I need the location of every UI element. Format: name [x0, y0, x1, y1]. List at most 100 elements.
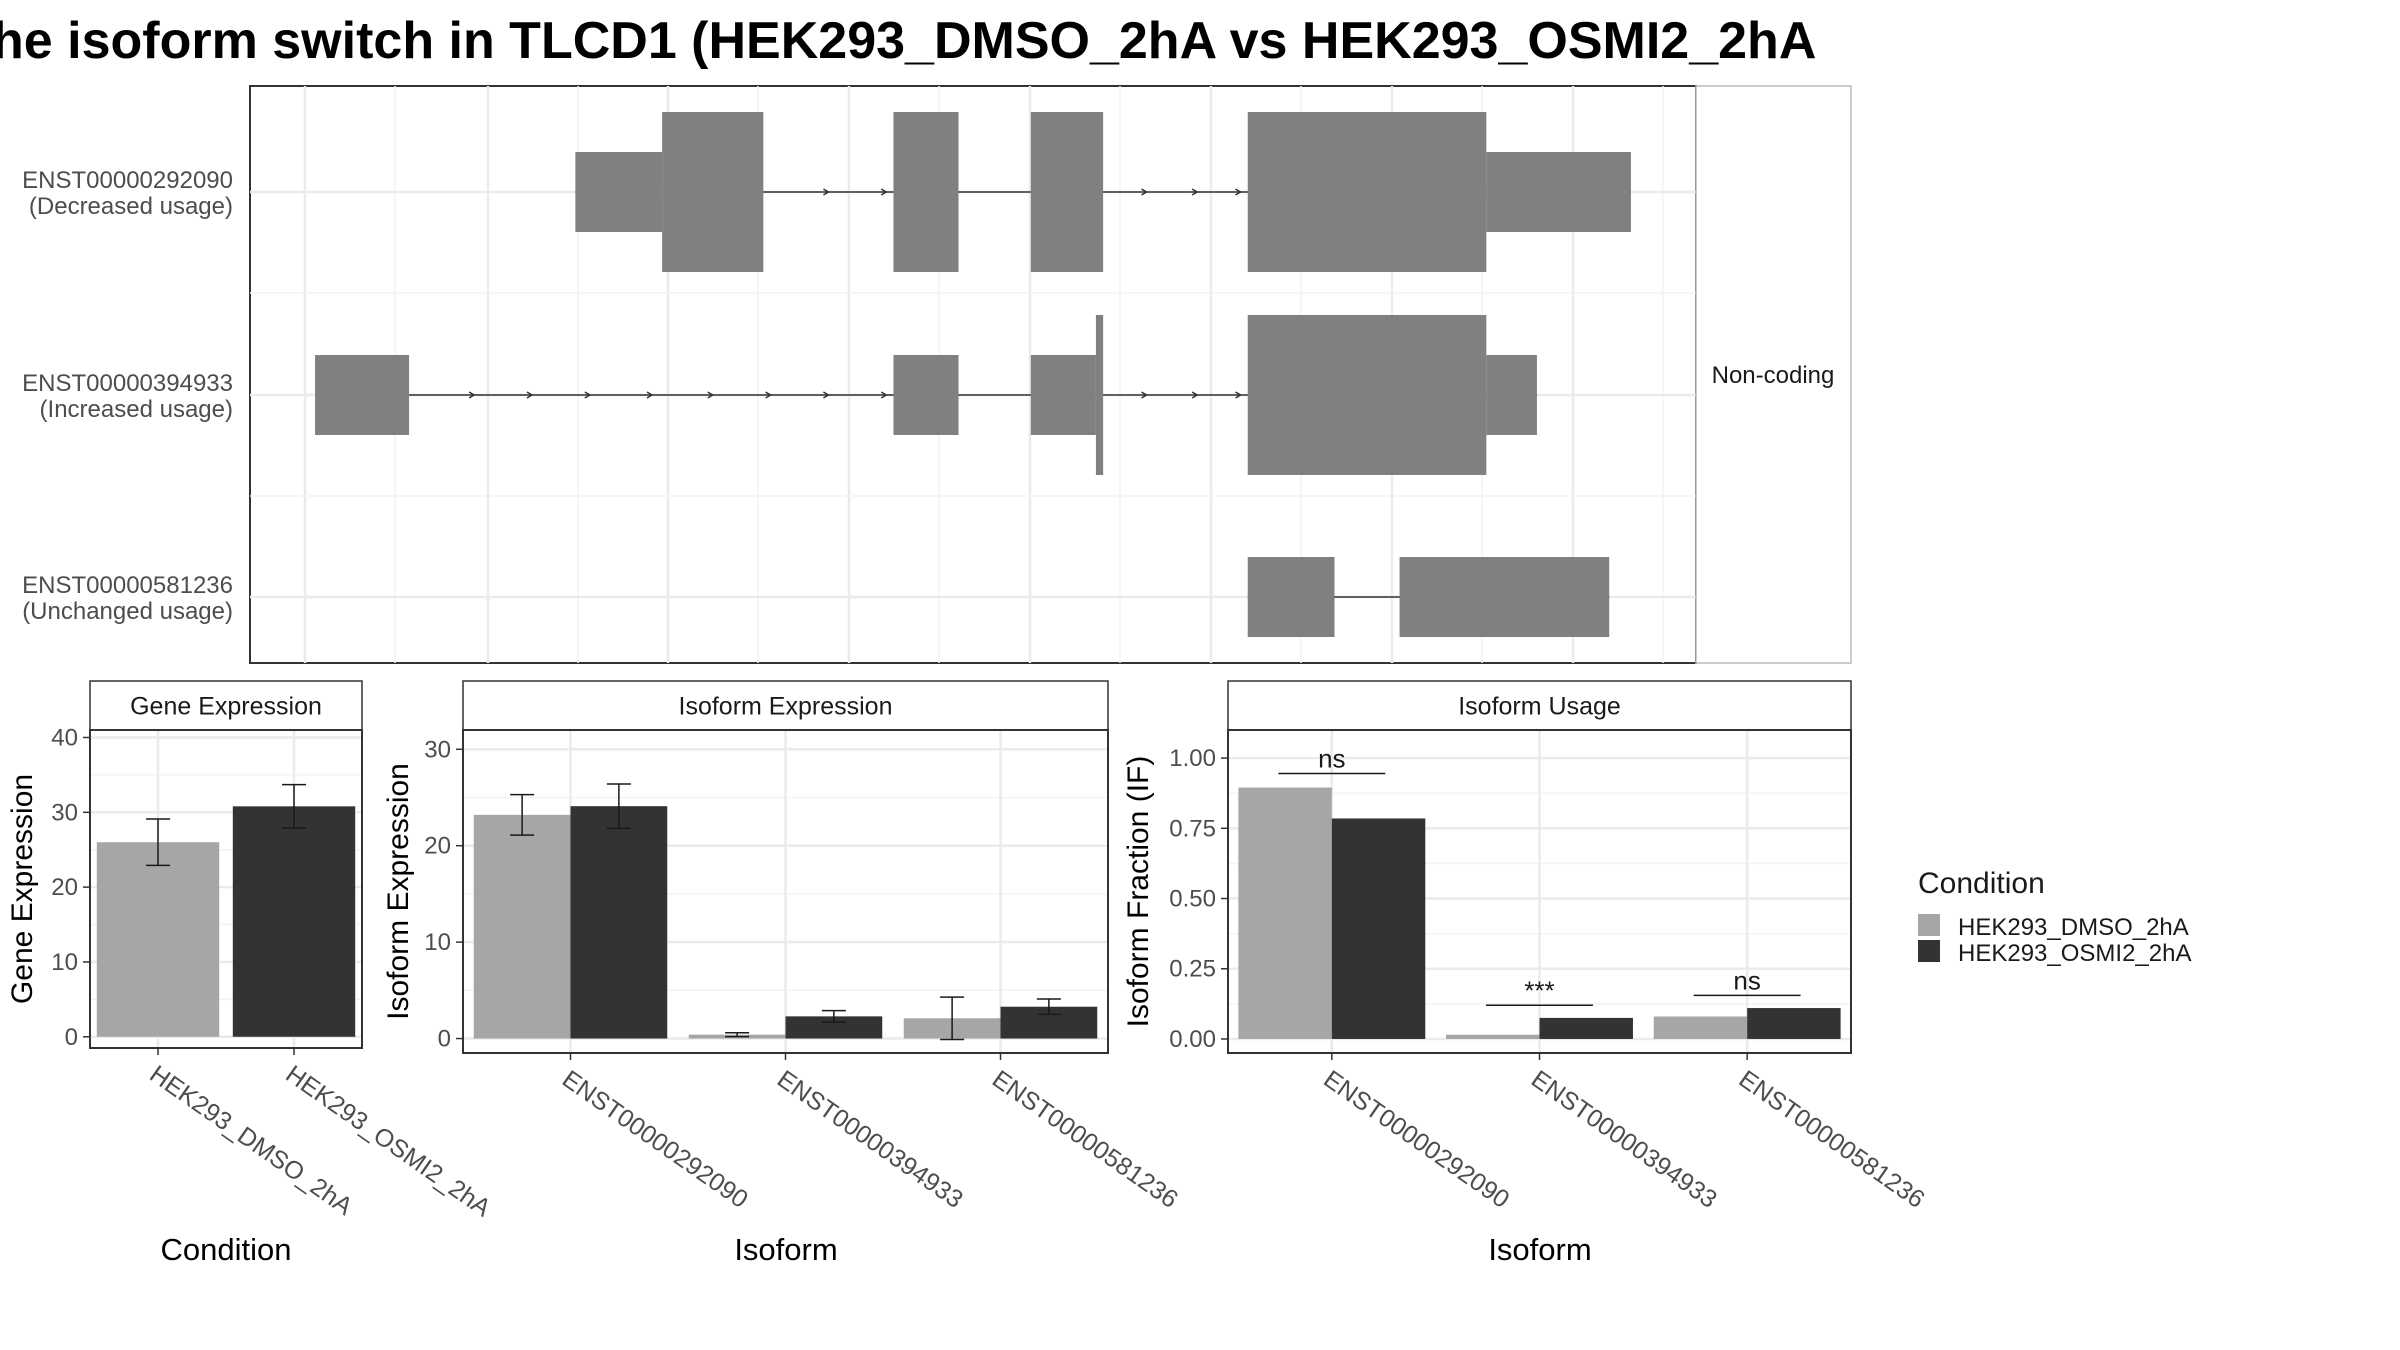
- error-bar: [146, 818, 170, 867]
- exon-block: [1247, 112, 1487, 272]
- exon-block: [893, 112, 959, 272]
- y-tick-label: 10: [424, 929, 451, 956]
- structure-strip: [1695, 85, 1852, 664]
- error-bar: [725, 1032, 750, 1038]
- error-bar: [940, 996, 965, 1041]
- legend-label-osmi2: HEK293_OSMI2_2hA: [1958, 940, 2191, 967]
- isoform-usage-label: (Increased usage): [40, 396, 233, 423]
- bar: [1747, 1008, 1841, 1039]
- x-tick-label: ENST00000581236: [1734, 1065, 1930, 1214]
- x-axis-title: Isoform: [1488, 1232, 1591, 1267]
- isoform-id-label: ENST00000292090: [22, 167, 233, 194]
- exon-block: [893, 355, 959, 435]
- error-bar: [282, 783, 306, 829]
- panel-header: [89, 680, 363, 731]
- direction-arrow: [526, 391, 534, 399]
- y-tick-label: 0: [438, 1026, 451, 1053]
- legend-label-dmso: HEK293_DMSO_2hA: [1958, 914, 2189, 941]
- bar: [1238, 787, 1332, 1039]
- x-tick-label: ENST00000292090: [557, 1065, 753, 1214]
- bar: [232, 806, 356, 1037]
- panel-frame: [89, 729, 363, 1049]
- direction-arrow: [584, 391, 592, 399]
- significance-label: ns: [1318, 744, 1345, 774]
- x-axis-title: Condition: [161, 1232, 292, 1267]
- exon-block: [1399, 557, 1610, 637]
- y-tick-label: 0: [65, 1024, 78, 1051]
- isoform-expression-panel: Isoform Expression 0 10 20 30 ENST00000292090…: [382, 680, 1183, 1267]
- y-axis-title: Isoform Expression: [382, 763, 415, 1020]
- direction-arrow: [468, 391, 476, 399]
- x-tick-label: ENST00000292090: [1318, 1065, 1514, 1214]
- x-tick-label: ENST00000394933: [772, 1065, 968, 1214]
- direction-arrow: [880, 188, 888, 196]
- y-tick-label: 1.00: [1169, 745, 1216, 772]
- error-bar: [606, 783, 631, 830]
- direction-arrow: [646, 391, 654, 399]
- exon-block: [1486, 152, 1631, 232]
- y-tick-label: 20: [51, 874, 78, 901]
- y-tick-label: 20: [424, 833, 451, 860]
- legend-swatch-dmso: [1918, 914, 1940, 936]
- legend-swatch-osmi2: [1918, 940, 1940, 962]
- isoform-usage-label: (Unchanged usage): [22, 598, 233, 625]
- direction-arrow: [823, 188, 830, 196]
- y-axis-title: Gene Expression: [6, 774, 39, 1004]
- bar: [473, 814, 571, 1039]
- isoform-id-label: ENST00000581236: [22, 572, 233, 599]
- error-bar: [1036, 998, 1061, 1016]
- y-tick-label: 0.75: [1169, 815, 1216, 842]
- exon-block: [315, 355, 410, 435]
- isoform-track: [575, 112, 1631, 272]
- direction-arrow: [765, 391, 773, 399]
- panel-title: Isoform Usage: [1458, 693, 1621, 721]
- direction-arrow: [1235, 188, 1242, 196]
- bar: [1446, 1034, 1540, 1039]
- figure-title: he isoform switch in TLCD1 (HEK293_DMSO_…: [0, 12, 1816, 70]
- x-tick-label: ENST00000394933: [1526, 1065, 1722, 1214]
- exon-block: [1095, 315, 1104, 475]
- x-axis-title: Isoform: [734, 1232, 837, 1267]
- panel-title: Gene Expression: [130, 693, 322, 721]
- isoform-id-label: ENST00000394933: [22, 370, 233, 397]
- legend: Condition HEK293_DMSO_2hA HEK293_OSMI2_2…: [1918, 867, 2191, 967]
- exon-block: [1247, 315, 1487, 475]
- direction-arrow: [880, 391, 888, 399]
- y-tick-label: 40: [51, 724, 78, 751]
- significance-label: ***: [1524, 975, 1554, 1005]
- direction-arrow: [707, 391, 715, 399]
- isoform-track: [315, 315, 1537, 475]
- direction-arrow: [823, 391, 830, 399]
- bar: [1653, 1016, 1748, 1039]
- exon-block: [1247, 557, 1335, 637]
- exon-block: [575, 152, 663, 232]
- structure-tracks: [315, 112, 1631, 637]
- panel-header: [462, 680, 1109, 731]
- isoform-track: [1247, 557, 1610, 637]
- y-tick-label: 0.00: [1169, 1026, 1216, 1053]
- error-bar: [821, 1009, 846, 1023]
- bar: [570, 806, 668, 1039]
- direction-arrow: [1191, 391, 1199, 399]
- isoform-usage-panel: Isoform Usage ns *** ns 0.00 0.25 0.50 0.75 1.00…: [1122, 680, 1930, 1267]
- x-tick-label: ENST00000581236: [987, 1065, 1183, 1214]
- direction-arrow: [1235, 391, 1242, 399]
- transcript-structure-panel: Non-coding ENST00000292090(Decreased usa…: [22, 85, 1852, 664]
- bar: [1539, 1017, 1633, 1039]
- y-tick-label: 0.25: [1169, 956, 1216, 983]
- bar: [96, 842, 220, 1037]
- panel-title: Isoform Expression: [679, 693, 893, 721]
- error-bar: [510, 793, 535, 836]
- y-tick-label: 0.50: [1169, 886, 1216, 913]
- panel-header: [1227, 680, 1852, 731]
- gene-expression-panel: Gene Expression010203040HEK293_DMSO_2hAH…: [6, 680, 496, 1267]
- bar: [1331, 818, 1426, 1039]
- y-axis-title: Isoform Fraction (IF): [1122, 756, 1155, 1028]
- exon-block: [1486, 355, 1537, 435]
- direction-arrow: [1141, 391, 1148, 399]
- strip-label-noncoding: Non-coding: [1712, 362, 1835, 389]
- isoform-usage-label: (Decreased usage): [29, 193, 233, 220]
- exon-block: [1030, 112, 1104, 272]
- significance-label: ns: [1733, 965, 1760, 995]
